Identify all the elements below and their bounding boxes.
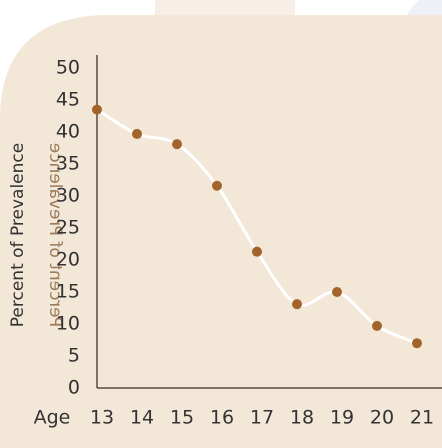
y-tick-label: 25 [56, 217, 80, 239]
y-tick-label: 5 [68, 345, 80, 367]
y-tick-label: 40 [56, 121, 80, 143]
y-tick-label: 20 [56, 249, 80, 271]
data-point [372, 320, 382, 331]
y-tick-label: 45 [56, 89, 80, 111]
data-point [172, 139, 182, 150]
y-tick-label: 15 [56, 281, 80, 303]
y-tick-label: 50 [56, 57, 80, 79]
x-tick-label: 18 [290, 407, 314, 429]
chart-panel [0, 15, 442, 448]
data-point [212, 180, 222, 191]
y-tick-label: 35 [56, 153, 80, 175]
x-tick-label: 21 [410, 407, 434, 429]
data-point [252, 246, 262, 257]
data-point [132, 128, 142, 139]
plot-area: 0 5 10 15 20 25 30 35 40 45 50 13 14 15 16 17 18 19 20 21 [56, 57, 434, 429]
x-tick-label: 13 [90, 407, 114, 429]
data-point [292, 299, 302, 310]
x-tick-label: 15 [170, 407, 194, 429]
x-tick-label: 19 [330, 407, 354, 429]
x-tick-label: 17 [250, 407, 274, 429]
x-tick-label: 20 [370, 407, 394, 429]
x-tick-label: 16 [210, 407, 234, 429]
x-tick-label: 14 [130, 407, 154, 429]
data-point [92, 104, 102, 115]
y-axis-title-reflection: Percent of Prevalence [45, 143, 65, 327]
y-tick-label: 0 [68, 377, 80, 399]
y-tick-label: 10 [56, 313, 80, 335]
x-axis-title: Age [34, 407, 71, 429]
y-tick-label: 30 [56, 185, 80, 207]
data-point [412, 338, 422, 349]
data-point [332, 287, 342, 297]
y-axis-title: Percent of Prevalence [8, 143, 28, 327]
